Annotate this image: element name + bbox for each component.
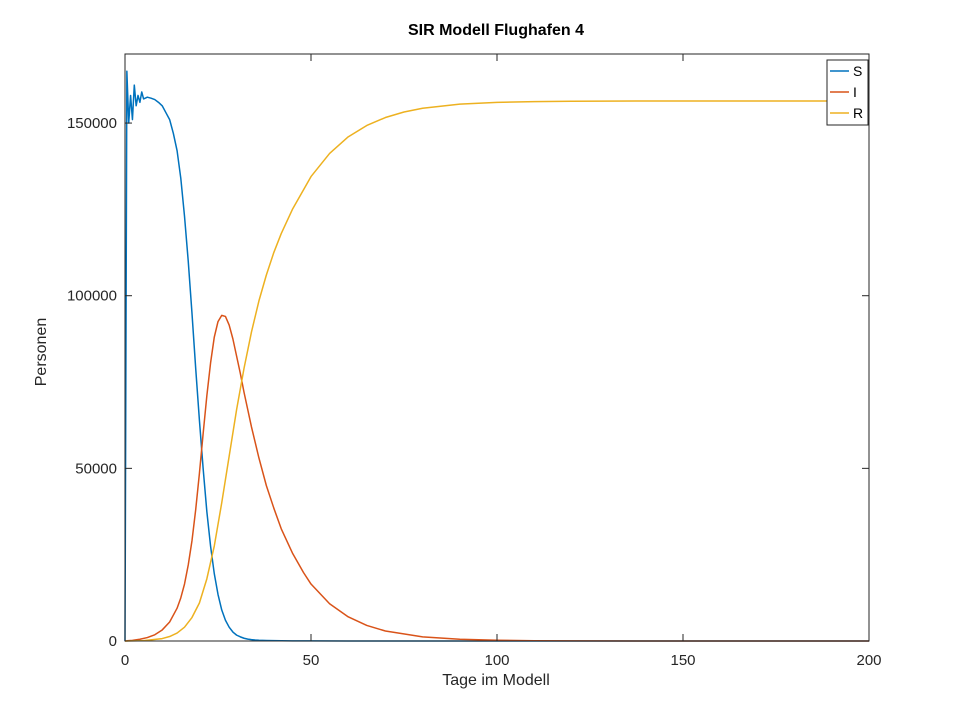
y-axis-label: Personen — [33, 318, 50, 387]
y-tick-label: 100000 — [67, 288, 117, 305]
x-tick-label: 150 — [670, 652, 695, 669]
y-tick-label: 50000 — [75, 460, 117, 477]
x-axis-label: Tage im Modell — [442, 672, 550, 689]
series-line-i — [124, 314, 870, 642]
y-tick-label: 150000 — [67, 115, 117, 132]
x-tick-label: 50 — [303, 652, 320, 669]
x-tick-label: 100 — [484, 652, 509, 669]
legend: SIR — [826, 59, 869, 126]
x-tick-label: 200 — [856, 652, 881, 669]
series-line-r — [124, 100, 869, 642]
series-line-s — [124, 70, 869, 642]
legend-label-i: I — [853, 84, 857, 100]
x-tick-label: 0 — [121, 652, 129, 669]
axis-ticks: 0 50 100 150 200 0 50000 100000 150000 — [67, 54, 882, 669]
legend-label-s: S — [853, 63, 862, 79]
y-tick-label: 0 — [109, 633, 117, 650]
legend-label-r: R — [853, 105, 863, 121]
chart-title: SIR Modell Flughafen 4 — [408, 22, 584, 39]
